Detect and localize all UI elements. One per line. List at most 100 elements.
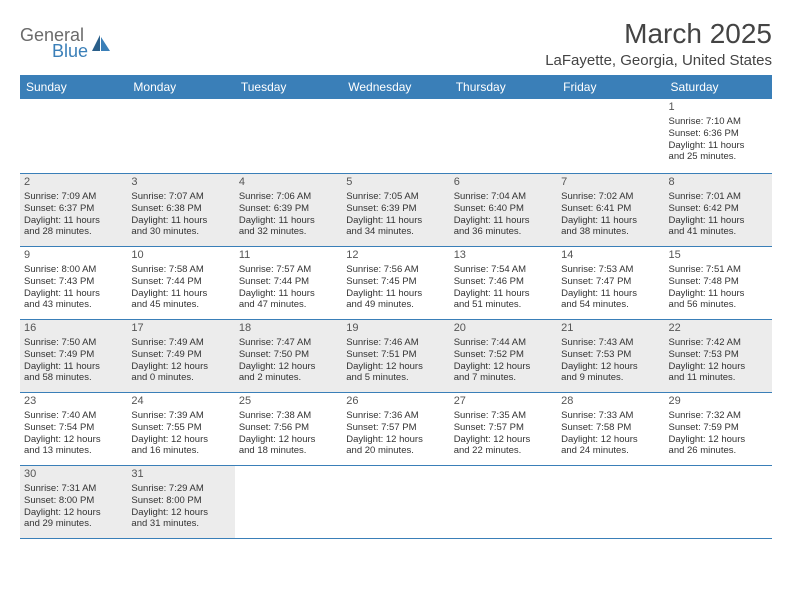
weekday-friday: Friday bbox=[557, 75, 664, 99]
daylight1-text: Daylight: 12 hours bbox=[131, 507, 230, 519]
sunset-text: Sunset: 7:48 PM bbox=[669, 276, 768, 288]
day-number: 7 bbox=[561, 176, 660, 190]
sunrise-text: Sunrise: 7:05 AM bbox=[346, 191, 445, 203]
day-number: 21 bbox=[561, 322, 660, 336]
sunrise-text: Sunrise: 7:36 AM bbox=[346, 410, 445, 422]
day-number: 24 bbox=[131, 395, 230, 409]
daylight2-text: and 25 minutes. bbox=[669, 151, 768, 163]
empty-cell bbox=[235, 466, 342, 538]
day-cell-1: 1Sunrise: 7:10 AMSunset: 6:36 PMDaylight… bbox=[665, 99, 772, 173]
daylight1-text: Daylight: 12 hours bbox=[561, 434, 660, 446]
day-cell-16: 16Sunrise: 7:50 AMSunset: 7:49 PMDayligh… bbox=[20, 320, 127, 392]
sunrise-text: Sunrise: 7:53 AM bbox=[561, 264, 660, 276]
empty-cell bbox=[557, 99, 664, 173]
day-cell-13: 13Sunrise: 7:54 AMSunset: 7:46 PMDayligh… bbox=[450, 247, 557, 319]
header: General Blue March 2025 LaFayette, Georg… bbox=[20, 18, 772, 69]
sunset-text: Sunset: 7:44 PM bbox=[239, 276, 338, 288]
sunrise-text: Sunrise: 7:29 AM bbox=[131, 483, 230, 495]
daylight1-text: Daylight: 11 hours bbox=[454, 288, 553, 300]
sunrise-text: Sunrise: 7:47 AM bbox=[239, 337, 338, 349]
day-number: 12 bbox=[346, 249, 445, 263]
sunset-text: Sunset: 8:00 PM bbox=[131, 495, 230, 507]
daylight1-text: Daylight: 11 hours bbox=[669, 140, 768, 152]
sunset-text: Sunset: 6:36 PM bbox=[669, 128, 768, 140]
day-number: 31 bbox=[131, 468, 230, 482]
day-number: 15 bbox=[669, 249, 768, 263]
day-cell-20: 20Sunrise: 7:44 AMSunset: 7:52 PMDayligh… bbox=[450, 320, 557, 392]
day-cell-8: 8Sunrise: 7:01 AMSunset: 6:42 PMDaylight… bbox=[665, 174, 772, 246]
daylight1-text: Daylight: 11 hours bbox=[24, 288, 123, 300]
sunrise-text: Sunrise: 7:56 AM bbox=[346, 264, 445, 276]
sunset-text: Sunset: 7:51 PM bbox=[346, 349, 445, 361]
daylight2-text: and 18 minutes. bbox=[239, 445, 338, 457]
day-number: 16 bbox=[24, 322, 123, 336]
logo-blue-text: Blue bbox=[52, 42, 88, 60]
day-cell-21: 21Sunrise: 7:43 AMSunset: 7:53 PMDayligh… bbox=[557, 320, 664, 392]
daylight2-text: and 32 minutes. bbox=[239, 226, 338, 238]
sunset-text: Sunset: 7:59 PM bbox=[669, 422, 768, 434]
empty-cell bbox=[235, 99, 342, 173]
sunset-text: Sunset: 8:00 PM bbox=[24, 495, 123, 507]
day-cell-28: 28Sunrise: 7:33 AMSunset: 7:58 PMDayligh… bbox=[557, 393, 664, 465]
daylight2-text: and 29 minutes. bbox=[24, 518, 123, 530]
sunrise-text: Sunrise: 7:32 AM bbox=[669, 410, 768, 422]
sunset-text: Sunset: 7:49 PM bbox=[24, 349, 123, 361]
daylight2-text: and 22 minutes. bbox=[454, 445, 553, 457]
sunset-text: Sunset: 7:45 PM bbox=[346, 276, 445, 288]
day-number: 14 bbox=[561, 249, 660, 263]
day-cell-5: 5Sunrise: 7:05 AMSunset: 6:39 PMDaylight… bbox=[342, 174, 449, 246]
daylight2-text: and 9 minutes. bbox=[561, 372, 660, 384]
week-row-1: 2Sunrise: 7:09 AMSunset: 6:37 PMDaylight… bbox=[20, 174, 772, 247]
sunset-text: Sunset: 6:39 PM bbox=[239, 203, 338, 215]
day-cell-19: 19Sunrise: 7:46 AMSunset: 7:51 PMDayligh… bbox=[342, 320, 449, 392]
daylight2-text: and 31 minutes. bbox=[131, 518, 230, 530]
day-number: 8 bbox=[669, 176, 768, 190]
sunset-text: Sunset: 7:57 PM bbox=[346, 422, 445, 434]
daylight1-text: Daylight: 12 hours bbox=[454, 434, 553, 446]
daylight1-text: Daylight: 11 hours bbox=[131, 215, 230, 227]
day-number: 1 bbox=[669, 101, 768, 115]
sunset-text: Sunset: 7:44 PM bbox=[131, 276, 230, 288]
sunrise-text: Sunrise: 7:10 AM bbox=[669, 116, 768, 128]
daylight1-text: Daylight: 12 hours bbox=[131, 361, 230, 373]
daylight1-text: Daylight: 11 hours bbox=[239, 215, 338, 227]
sunset-text: Sunset: 7:43 PM bbox=[24, 276, 123, 288]
day-cell-6: 6Sunrise: 7:04 AMSunset: 6:40 PMDaylight… bbox=[450, 174, 557, 246]
empty-cell bbox=[342, 99, 449, 173]
sunrise-text: Sunrise: 7:49 AM bbox=[131, 337, 230, 349]
daylight1-text: Daylight: 12 hours bbox=[24, 507, 123, 519]
day-cell-14: 14Sunrise: 7:53 AMSunset: 7:47 PMDayligh… bbox=[557, 247, 664, 319]
daylight2-text: and 11 minutes. bbox=[669, 372, 768, 384]
day-number: 26 bbox=[346, 395, 445, 409]
sunset-text: Sunset: 7:58 PM bbox=[561, 422, 660, 434]
daylight1-text: Daylight: 12 hours bbox=[239, 361, 338, 373]
week-row-0: 1Sunrise: 7:10 AMSunset: 6:36 PMDaylight… bbox=[20, 99, 772, 174]
sunrise-text: Sunrise: 7:35 AM bbox=[454, 410, 553, 422]
day-number: 6 bbox=[454, 176, 553, 190]
daylight2-text: and 26 minutes. bbox=[669, 445, 768, 457]
logo: General Blue bbox=[20, 26, 112, 60]
empty-cell bbox=[450, 466, 557, 538]
daylight2-text: and 51 minutes. bbox=[454, 299, 553, 311]
sunset-text: Sunset: 7:54 PM bbox=[24, 422, 123, 434]
sunrise-text: Sunrise: 7:42 AM bbox=[669, 337, 768, 349]
sunset-text: Sunset: 7:53 PM bbox=[669, 349, 768, 361]
empty-cell bbox=[127, 99, 234, 173]
daylight1-text: Daylight: 11 hours bbox=[131, 288, 230, 300]
sunrise-text: Sunrise: 7:44 AM bbox=[454, 337, 553, 349]
weekday-wednesday: Wednesday bbox=[342, 75, 449, 99]
day-cell-22: 22Sunrise: 7:42 AMSunset: 7:53 PMDayligh… bbox=[665, 320, 772, 392]
daylight1-text: Daylight: 11 hours bbox=[561, 288, 660, 300]
day-number: 29 bbox=[669, 395, 768, 409]
weekday-saturday: Saturday bbox=[665, 75, 772, 99]
day-cell-12: 12Sunrise: 7:56 AMSunset: 7:45 PMDayligh… bbox=[342, 247, 449, 319]
daylight2-text: and 2 minutes. bbox=[239, 372, 338, 384]
sunset-text: Sunset: 7:47 PM bbox=[561, 276, 660, 288]
daylight1-text: Daylight: 11 hours bbox=[239, 288, 338, 300]
day-cell-9: 9Sunrise: 8:00 AMSunset: 7:43 PMDaylight… bbox=[20, 247, 127, 319]
daylight1-text: Daylight: 12 hours bbox=[454, 361, 553, 373]
day-number: 2 bbox=[24, 176, 123, 190]
sunrise-text: Sunrise: 7:06 AM bbox=[239, 191, 338, 203]
day-number: 22 bbox=[669, 322, 768, 336]
day-cell-17: 17Sunrise: 7:49 AMSunset: 7:49 PMDayligh… bbox=[127, 320, 234, 392]
